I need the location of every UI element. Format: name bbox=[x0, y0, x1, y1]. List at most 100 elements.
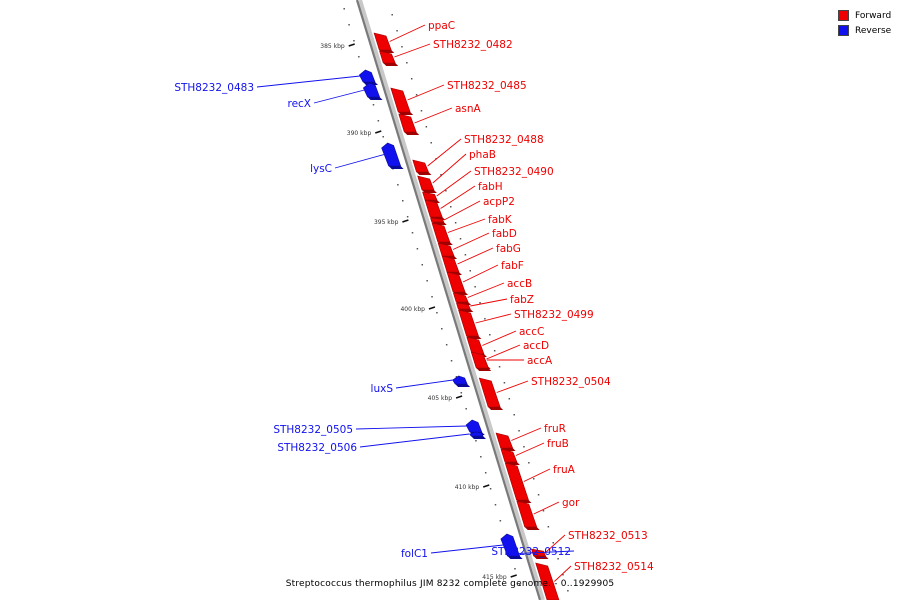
gene-sth8232-0490[interactable] bbox=[422, 191, 438, 201]
gene-label[interactable]: luxS bbox=[371, 383, 394, 395]
guide-dot bbox=[465, 408, 467, 410]
gene-label[interactable]: fabZ bbox=[510, 294, 534, 306]
gene-connector bbox=[389, 24, 426, 42]
gene-label[interactable]: fruR bbox=[544, 423, 566, 435]
gene-label[interactable]: STH8232_0504 bbox=[531, 376, 611, 388]
gene-label[interactable]: fabF bbox=[501, 260, 524, 272]
guide-dot bbox=[358, 56, 360, 58]
gene-label[interactable]: accB bbox=[507, 278, 532, 290]
gene-connector bbox=[470, 298, 508, 307]
gene-label[interactable]: STH8232_0512 bbox=[491, 546, 571, 558]
tick-label: 385 kbp bbox=[320, 43, 345, 50]
gene-acca[interactable] bbox=[470, 351, 489, 369]
gene-label[interactable]: gor bbox=[562, 497, 580, 509]
guide-dot bbox=[441, 328, 443, 330]
gene-folc1[interactable] bbox=[500, 533, 521, 557]
gene-shadow bbox=[488, 407, 504, 410]
guide-dot bbox=[532, 478, 535, 480]
guide-dot bbox=[542, 510, 545, 512]
gene-lysc[interactable] bbox=[381, 142, 402, 167]
gene-label[interactable]: STH8232_0490 bbox=[474, 166, 554, 178]
guide-dot bbox=[508, 398, 511, 400]
gene-sth8232-0505[interactable] bbox=[465, 419, 483, 433]
gene-label[interactable]: fruA bbox=[553, 464, 576, 476]
gene-shadow bbox=[533, 556, 549, 559]
gene-connector bbox=[511, 427, 542, 441]
label-layer: ppaC STH8232_0482 STH8232_0483 recX STH8232_… bbox=[174, 20, 654, 582]
gene-label[interactable]: STH8232_0499 bbox=[514, 309, 594, 321]
guide-dot bbox=[493, 350, 496, 352]
gene-label[interactable]: STH8232_0483 bbox=[174, 82, 254, 94]
guide-dot bbox=[411, 232, 414, 234]
gene-label[interactable]: STH8232_0505 bbox=[273, 424, 353, 436]
gene-connector bbox=[334, 154, 385, 169]
guide-dot bbox=[552, 542, 554, 544]
tick-label: 395 kbp bbox=[374, 219, 399, 226]
gene-connector bbox=[515, 442, 545, 456]
tick-mark bbox=[375, 130, 382, 134]
gene-fabh[interactable] bbox=[424, 199, 443, 218]
gene-recx[interactable] bbox=[362, 82, 381, 98]
gene-frur[interactable] bbox=[495, 432, 514, 449]
gene-label[interactable]: asnA bbox=[455, 103, 482, 115]
guide-dot bbox=[523, 446, 525, 448]
gene-label[interactable]: accC bbox=[519, 326, 544, 338]
gene-label[interactable]: fabH bbox=[478, 181, 503, 193]
guide-dot bbox=[528, 462, 530, 464]
gene-label[interactable]: lysC bbox=[310, 163, 332, 175]
gene-sth8232-0488[interactable] bbox=[412, 159, 429, 173]
gene-label[interactable]: accA bbox=[527, 355, 553, 367]
gene-shadow bbox=[421, 190, 437, 193]
guide-dot bbox=[425, 126, 428, 128]
gene-label[interactable]: fruB bbox=[547, 438, 569, 450]
gene-label[interactable]: accD bbox=[523, 340, 549, 352]
gene-label[interactable]: fabG bbox=[496, 243, 521, 255]
tick-mark bbox=[510, 574, 517, 578]
gene-label[interactable]: fabD bbox=[492, 228, 517, 240]
gene-label[interactable]: folC1 bbox=[401, 548, 428, 560]
gene-label[interactable]: fabK bbox=[488, 214, 513, 226]
gene-sth8232-0506[interactable] bbox=[469, 431, 484, 437]
gene-luxs[interactable] bbox=[452, 375, 468, 385]
guide-dot bbox=[518, 430, 520, 432]
guide-dot bbox=[450, 360, 453, 362]
guide-dot bbox=[498, 366, 501, 368]
guide-dot bbox=[431, 296, 433, 298]
tick-label: 415 kbp bbox=[482, 574, 507, 581]
gene-accc[interactable] bbox=[466, 336, 485, 355]
guide-dot bbox=[499, 520, 502, 522]
gene-shadow bbox=[383, 63, 399, 66]
gene-ppac[interactable] bbox=[373, 32, 392, 51]
guide-dot bbox=[537, 494, 540, 496]
guide-dot bbox=[479, 302, 481, 304]
gene-sth8232-0514[interactable] bbox=[535, 562, 560, 600]
gene-label[interactable]: STH8232_0488 bbox=[464, 134, 544, 146]
gene-label[interactable]: STH8232_0485 bbox=[447, 80, 527, 92]
guide-dot bbox=[562, 574, 564, 576]
guide-dot bbox=[391, 14, 393, 16]
gene-connector bbox=[414, 107, 453, 124]
tick-mark bbox=[428, 306, 436, 310]
gene-label[interactable]: STH8232_0506 bbox=[277, 442, 357, 454]
gene-sth8232-0483[interactable] bbox=[358, 69, 376, 83]
gene-label[interactable]: phaB bbox=[469, 149, 496, 161]
gene-label[interactable]: acpP2 bbox=[483, 196, 515, 208]
gene-connector bbox=[467, 282, 505, 298]
guide-dot bbox=[464, 254, 467, 256]
gene-label[interactable]: recX bbox=[287, 98, 311, 110]
chromosome-axis-layer bbox=[343, 0, 569, 600]
gene-label[interactable]: ppaC bbox=[428, 20, 455, 32]
guide-dot bbox=[377, 120, 380, 122]
tick-mark bbox=[402, 219, 409, 223]
gene-connector bbox=[313, 89, 365, 104]
gene-phab[interactable] bbox=[417, 175, 435, 191]
gene-connector bbox=[523, 468, 551, 482]
guide-dot bbox=[420, 110, 423, 112]
gene-label[interactable]: STH8232_0513 bbox=[568, 530, 648, 542]
legend-forward: Forward bbox=[838, 8, 891, 23]
gene-label[interactable]: STH8232_0482 bbox=[433, 39, 513, 51]
gene-connector bbox=[430, 544, 504, 554]
guide-dot bbox=[445, 190, 447, 192]
gene-label[interactable]: STH8232_0514 bbox=[574, 561, 654, 573]
guide-dot bbox=[557, 558, 559, 560]
